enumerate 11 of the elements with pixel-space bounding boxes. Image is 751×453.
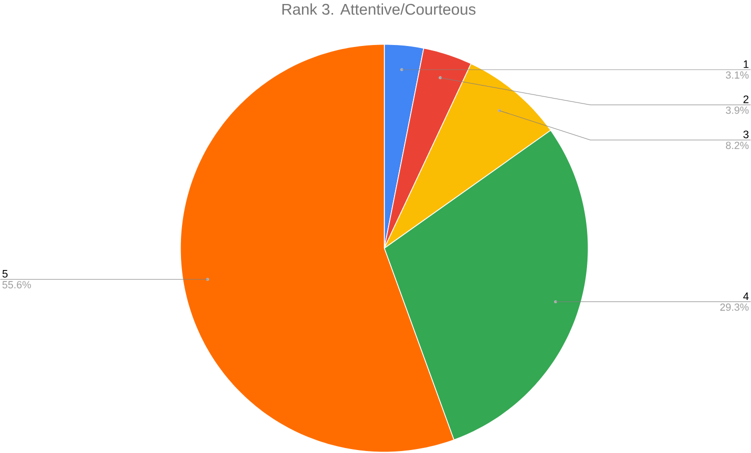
slice-label: 1 xyxy=(744,60,748,68)
data-label: 55.6% xyxy=(2,281,31,289)
data-label: 29.3% xyxy=(720,304,749,312)
slice-label: 2 xyxy=(744,96,748,104)
slice-label: 3 xyxy=(743,130,749,138)
data-label: 3.1% xyxy=(726,72,749,79)
chart-title: Rank 3. Attentive/Courteous xyxy=(282,4,476,16)
data-label: 8.2% xyxy=(726,142,749,150)
data-label: 3.9% xyxy=(726,106,749,114)
slice-label: 4 xyxy=(743,292,749,300)
slice-label: 5 xyxy=(2,270,8,278)
